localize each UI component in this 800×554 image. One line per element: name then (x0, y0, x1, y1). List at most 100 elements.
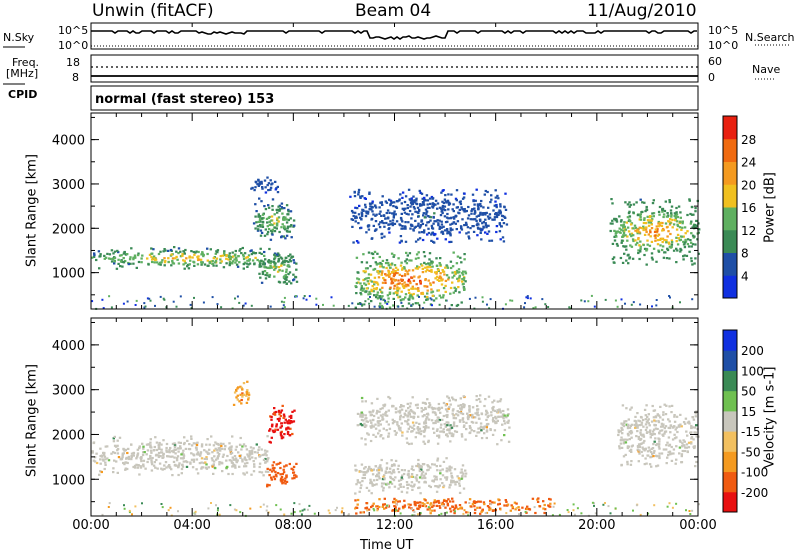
velocity-cell (279, 433, 283, 436)
power-cell (626, 235, 629, 238)
velocity-cell (199, 451, 203, 454)
velocity-cell (498, 408, 501, 411)
power-cell (416, 206, 420, 209)
power-cell (690, 220, 693, 223)
velocity-cell (658, 443, 661, 446)
power-cell (263, 266, 266, 269)
velocity-cell (282, 468, 285, 471)
velocity-cell (387, 423, 390, 426)
power-cell (360, 218, 363, 221)
power-cell (267, 204, 270, 207)
power-cell (422, 201, 425, 204)
power-cell (237, 255, 240, 258)
power-cell (373, 294, 376, 297)
velocity-cell (116, 452, 120, 455)
power-cell (455, 304, 459, 307)
velocity-cell (480, 412, 483, 415)
velocity-cell (288, 419, 291, 422)
velocity-cell (280, 422, 283, 425)
power-cell (370, 237, 373, 240)
power-cell (357, 241, 360, 244)
velocity-cell (273, 466, 276, 470)
power-cell (479, 218, 482, 221)
velocity-cell (200, 461, 203, 464)
velocity-cell (416, 403, 419, 406)
velocity-cell (271, 464, 274, 467)
velocity-cell (626, 438, 629, 441)
power-cell (391, 219, 395, 222)
power-cell (694, 243, 697, 246)
power-cell (261, 221, 265, 224)
power-cell (437, 222, 440, 225)
velocity-cell (271, 429, 275, 432)
power-cell (267, 216, 270, 219)
velocity-cell (188, 443, 191, 446)
power-cell (475, 188, 478, 191)
power-cell (691, 298, 694, 301)
velocity-cell (399, 429, 402, 432)
power-cell (430, 224, 434, 227)
power-cell (669, 222, 672, 225)
velocity-cell (645, 404, 648, 407)
power-cell (271, 205, 274, 208)
velocity-cell (262, 474, 265, 477)
velocity-cell (426, 508, 429, 511)
velocity-cell (112, 451, 115, 454)
velocity-cell (450, 466, 453, 469)
power-cell (613, 217, 616, 220)
power-cell (452, 221, 455, 224)
velocity-cell (441, 474, 445, 477)
power-cell (241, 246, 244, 250)
velocity-cell (473, 430, 476, 433)
velocity-cell (461, 418, 464, 421)
velocity-cell (104, 463, 107, 466)
velocity-cell (415, 464, 418, 468)
power-cell (477, 214, 481, 217)
power-cell (197, 258, 201, 261)
velocity-cell (479, 425, 483, 428)
power-cell (654, 228, 658, 231)
power-cell (650, 256, 654, 259)
velocity-cell (652, 409, 655, 412)
velocity-cell (248, 450, 251, 453)
power-cell (381, 259, 385, 262)
velocity-cell (643, 439, 646, 443)
power-cell (646, 239, 649, 242)
power-cell (460, 225, 463, 229)
power-cell (266, 225, 269, 228)
velocity-cell (658, 455, 661, 458)
velocity-cell (420, 466, 423, 469)
power-cell (660, 224, 664, 227)
power-cell (367, 298, 370, 301)
power-cell (208, 261, 211, 265)
power-cell (417, 289, 420, 292)
velocity-cell (660, 422, 664, 425)
velocity-cell (668, 405, 671, 408)
power-cell (503, 205, 506, 208)
power-cell (479, 205, 483, 208)
velocity-cell (432, 427, 435, 430)
velocity-cell (503, 419, 506, 422)
power-cell (187, 267, 191, 270)
velocity-cell (453, 468, 457, 471)
power-cell (639, 216, 642, 219)
velocity-cell (412, 509, 415, 512)
power-cell (435, 271, 438, 274)
beam-title: Beam 04 (355, 1, 432, 21)
velocity-cell (104, 445, 107, 448)
nsky-tick-bottom: 10^0 (58, 39, 89, 52)
power-cell (411, 269, 415, 272)
power-cell (122, 261, 126, 264)
power-cell (421, 267, 424, 270)
power-cell (438, 219, 441, 222)
velocity-cell (424, 427, 427, 430)
velocity-cell (461, 412, 465, 416)
velocity-cell (196, 451, 200, 454)
velocity-cell (225, 459, 228, 462)
velocity-cell (455, 413, 458, 416)
velocity-cell (456, 414, 460, 417)
power-cell (378, 288, 382, 291)
power-cell (435, 257, 438, 260)
velocity-cell (143, 451, 146, 454)
velocity-cell (644, 428, 648, 432)
